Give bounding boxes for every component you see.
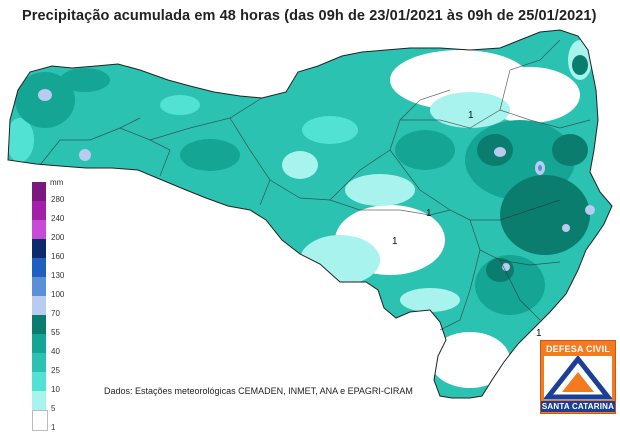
legend-label: 240 — [51, 214, 65, 223]
region-borders — [39, 39, 591, 331]
legend-label: 160 — [51, 252, 65, 261]
legend-label: 25 — [51, 366, 60, 375]
precipitation-map: 1 1 1 1 — [7, 29, 613, 399]
legend-label: 1 — [51, 423, 56, 432]
logo-bottom-text: SANTA CATARINA — [541, 401, 615, 412]
logo-top-text: DEFESA CIVIL — [541, 344, 615, 354]
legend-label: 280 — [51, 195, 65, 204]
legend-unit: mm — [50, 178, 64, 187]
legend-label: 10 — [51, 385, 60, 394]
legend-swatch — [32, 258, 46, 277]
legend-label: 70 — [51, 309, 60, 318]
defesa-civil-emblem-icon — [544, 356, 612, 400]
legend-label: 200 — [51, 233, 65, 242]
legend-label: 40 — [51, 347, 60, 356]
legend-swatch — [32, 220, 46, 239]
legend-swatch — [32, 201, 46, 220]
legend-swatch — [32, 391, 46, 410]
isoline-label: 1 — [536, 328, 542, 339]
legend-label: 55 — [51, 328, 60, 337]
isoline-label: 1 — [468, 110, 474, 121]
map-title: Precipitação acumulada em 48 horas (das … — [22, 8, 597, 24]
legend-swatch — [32, 353, 46, 372]
data-source-note: Dados: Estações meteorológicas CEMADEN, … — [104, 386, 413, 396]
defesa-civil-logo: DEFESA CIVIL SANTA CATARINA — [540, 340, 616, 414]
legend-swatch — [32, 315, 46, 334]
legend-swatch — [32, 372, 46, 391]
isoline-label: 1 — [392, 236, 398, 247]
legend-label: 5 — [51, 404, 56, 413]
legend-swatch — [32, 182, 46, 201]
legend-swatch — [32, 277, 46, 296]
legend-label: 100 — [51, 290, 65, 299]
legend-swatch — [32, 410, 48, 431]
legend-swatch — [32, 334, 46, 353]
legend-swatch — [32, 239, 46, 258]
legend-label: 130 — [51, 271, 65, 280]
legend-swatch — [32, 296, 46, 315]
isoline-label: 1 — [426, 208, 432, 219]
